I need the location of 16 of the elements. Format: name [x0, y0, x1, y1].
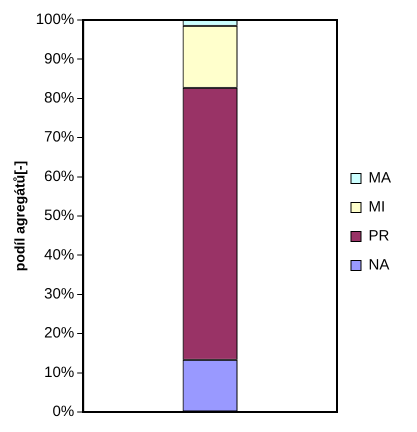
- y-tick-label: 60%: [44, 168, 74, 185]
- legend-label: MI: [368, 198, 386, 216]
- legend-label: MA: [368, 170, 391, 187]
- y-tick-label: 70%: [44, 128, 74, 146]
- y-tick-label: 20%: [44, 324, 74, 342]
- y-tick-label: 80%: [44, 90, 74, 107]
- y-tick-label: 30%: [44, 286, 74, 303]
- legend-label: NA: [368, 256, 390, 274]
- y-tick-label: 90%: [44, 50, 74, 68]
- y-tick-label: 10%: [44, 364, 74, 381]
- y-tick-label: 100%: [36, 11, 74, 28]
- y-tick-label: 50%: [44, 207, 74, 224]
- y-tick-label: 0%: [52, 403, 74, 420]
- y-tick-label: 40%: [44, 246, 74, 264]
- legend-label: PR: [368, 228, 390, 245]
- y-axis-title: podíl agregátů[-]: [11, 160, 28, 272]
